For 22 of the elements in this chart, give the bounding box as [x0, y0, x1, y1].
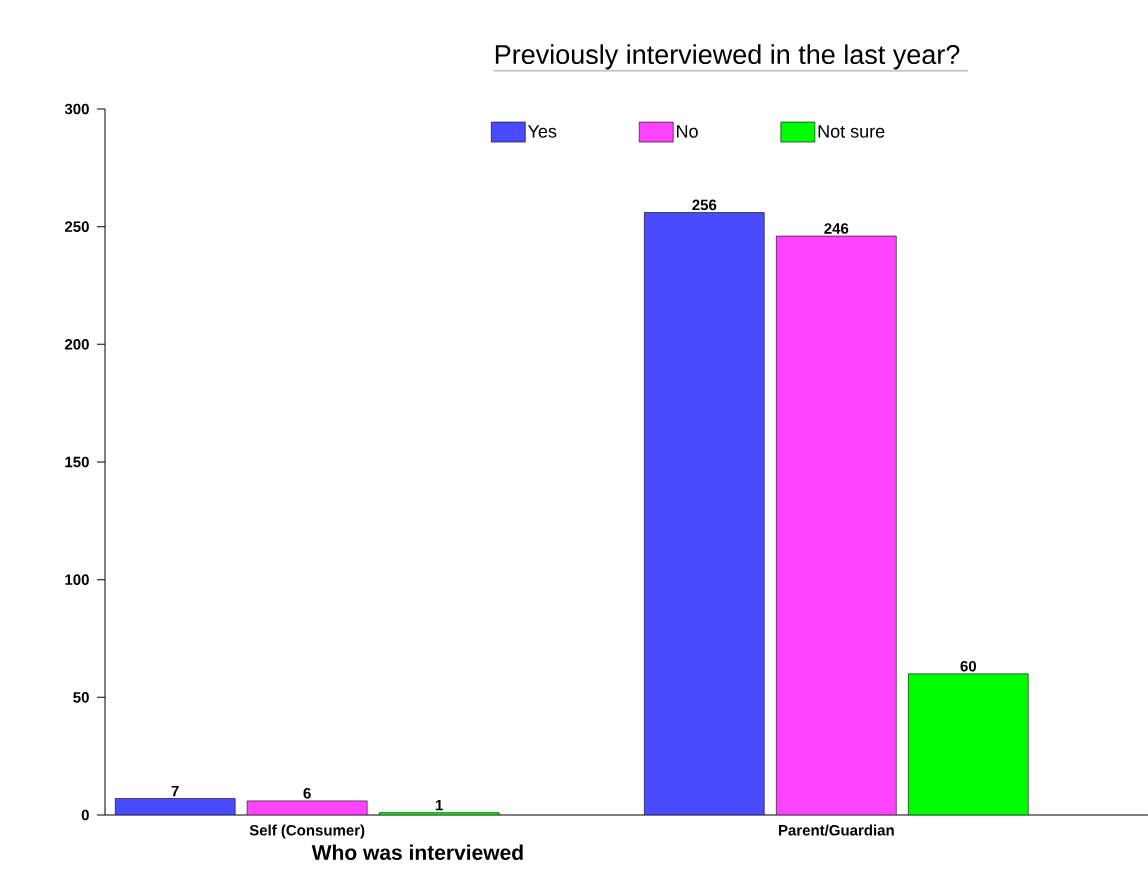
legend-label: Not sure	[818, 125, 885, 138]
legend-label: Yes	[527, 125, 557, 138]
y-tick-label: 300	[64, 103, 89, 115]
y-tick-label: 100	[65, 574, 89, 585]
y-tick-label: 50	[73, 692, 89, 703]
bar	[776, 235, 897, 815]
x-tick-label: Parent/Guardian	[778, 824, 894, 836]
bar	[908, 673, 1029, 815]
data-label: 246	[824, 223, 849, 234]
data-label: 6	[303, 787, 311, 799]
chart-title: Previously interviewed in the last year?	[495, 44, 960, 70]
data-label: 60	[960, 660, 977, 672]
data-label: 1	[435, 800, 443, 811]
y-tick-label: 150	[65, 456, 89, 468]
legend-label: No	[677, 125, 698, 138]
y-tick-label: 0	[81, 809, 89, 821]
y-tick-label: 250	[64, 221, 89, 232]
x-tick-label: Self (Consumer)	[249, 824, 365, 839]
x-axis-title: Who was interviewed	[311, 844, 523, 860]
y-tick-label: 200	[64, 339, 89, 350]
data-label: 256	[692, 199, 717, 211]
data-label: 7	[171, 785, 179, 797]
